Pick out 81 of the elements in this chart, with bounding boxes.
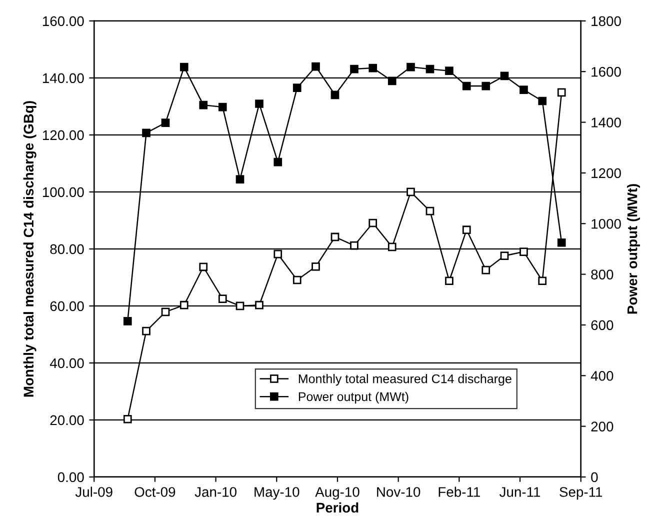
x-axis-title: Period: [316, 502, 358, 513]
point: [350, 241, 358, 250]
x-tick-label: Nov-10: [377, 487, 420, 497]
point: [406, 62, 415, 72]
point: [426, 206, 434, 216]
point: [482, 82, 490, 90]
point: [368, 218, 378, 228]
point: [388, 76, 396, 86]
point: [426, 64, 434, 74]
x-tick-label: Oct-09: [134, 487, 176, 497]
y-tick-label: 0.00: [58, 472, 84, 482]
point: [445, 66, 454, 75]
x-tick-label: Jan-10: [194, 487, 236, 497]
point: [538, 96, 547, 106]
point: [350, 64, 358, 74]
y-tick-label: 120.00: [42, 130, 84, 140]
point: [520, 248, 528, 256]
point: [180, 300, 188, 310]
x-tick-label: May-10: [254, 487, 300, 500]
y-tick-label: 80.00: [50, 244, 84, 254]
y2-tick-label: 200: [591, 422, 614, 432]
point: [274, 158, 282, 166]
point: [482, 266, 490, 274]
legend-label: Monthly total measured C14 discharge: [298, 374, 512, 386]
y-tick-label: 140.00: [42, 73, 84, 84]
y2-tick-label: 1000: [592, 218, 621, 229]
y2-tick-label: 400: [590, 370, 614, 381]
legend-label: Power output (MWt): [298, 392, 408, 404]
point: [236, 302, 244, 310]
y2-tick-label: 1800: [592, 16, 621, 26]
point: [557, 88, 566, 97]
point: [292, 84, 302, 92]
point: [462, 226, 471, 234]
x-tick-label: Aug-10: [315, 487, 360, 500]
y-tick-label: 40.00: [50, 358, 84, 368]
point: [218, 102, 227, 112]
point: [236, 175, 244, 184]
y2-tick-label: 1400: [592, 118, 621, 128]
y2-axis-title: Power output (MWt): [627, 184, 640, 314]
x-tick-label: Jun-11: [500, 487, 540, 497]
point: [500, 72, 509, 80]
point: [520, 86, 528, 94]
y-axis-title: Monthly total measured C14 discharge (GBq): [23, 101, 36, 397]
y2-tick-label: 0: [591, 472, 598, 482]
point: [500, 252, 509, 260]
point: [123, 316, 132, 326]
point: [180, 62, 188, 72]
point: [274, 250, 282, 258]
point: [255, 100, 264, 108]
point: [142, 128, 150, 138]
point: [255, 300, 264, 310]
y-tick-label: 160.00: [42, 16, 84, 26]
point: [199, 100, 208, 110]
point: [312, 262, 320, 271]
point: [312, 62, 320, 71]
y-tick-label: 100.00: [42, 187, 84, 198]
point: [123, 414, 132, 424]
point: [388, 242, 396, 252]
x-tick-label: Jul-09: [75, 486, 112, 497]
x-tick-label: Feb-11: [438, 486, 480, 497]
y2-tick-label: 800: [591, 270, 614, 280]
point: [368, 64, 378, 72]
y-tick-label: 20.00: [50, 415, 84, 426]
x-tick-label: Sep-11: [560, 487, 602, 500]
point: [161, 118, 170, 127]
y-tick-label: 60.00: [50, 301, 84, 312]
y2-tick-label: 600: [591, 320, 614, 330]
point: [292, 276, 302, 284]
point: [330, 90, 340, 100]
point: [462, 82, 471, 90]
point: [557, 238, 566, 247]
point: [330, 232, 340, 242]
point: [538, 276, 547, 286]
y2-tick-label: 1600: [592, 66, 621, 77]
point: [142, 326, 150, 336]
point: [199, 262, 208, 272]
point: [161, 308, 170, 316]
y2-tick-label: 1200: [592, 168, 621, 178]
point: [445, 276, 454, 286]
point: [406, 188, 415, 196]
point: [218, 294, 227, 303]
